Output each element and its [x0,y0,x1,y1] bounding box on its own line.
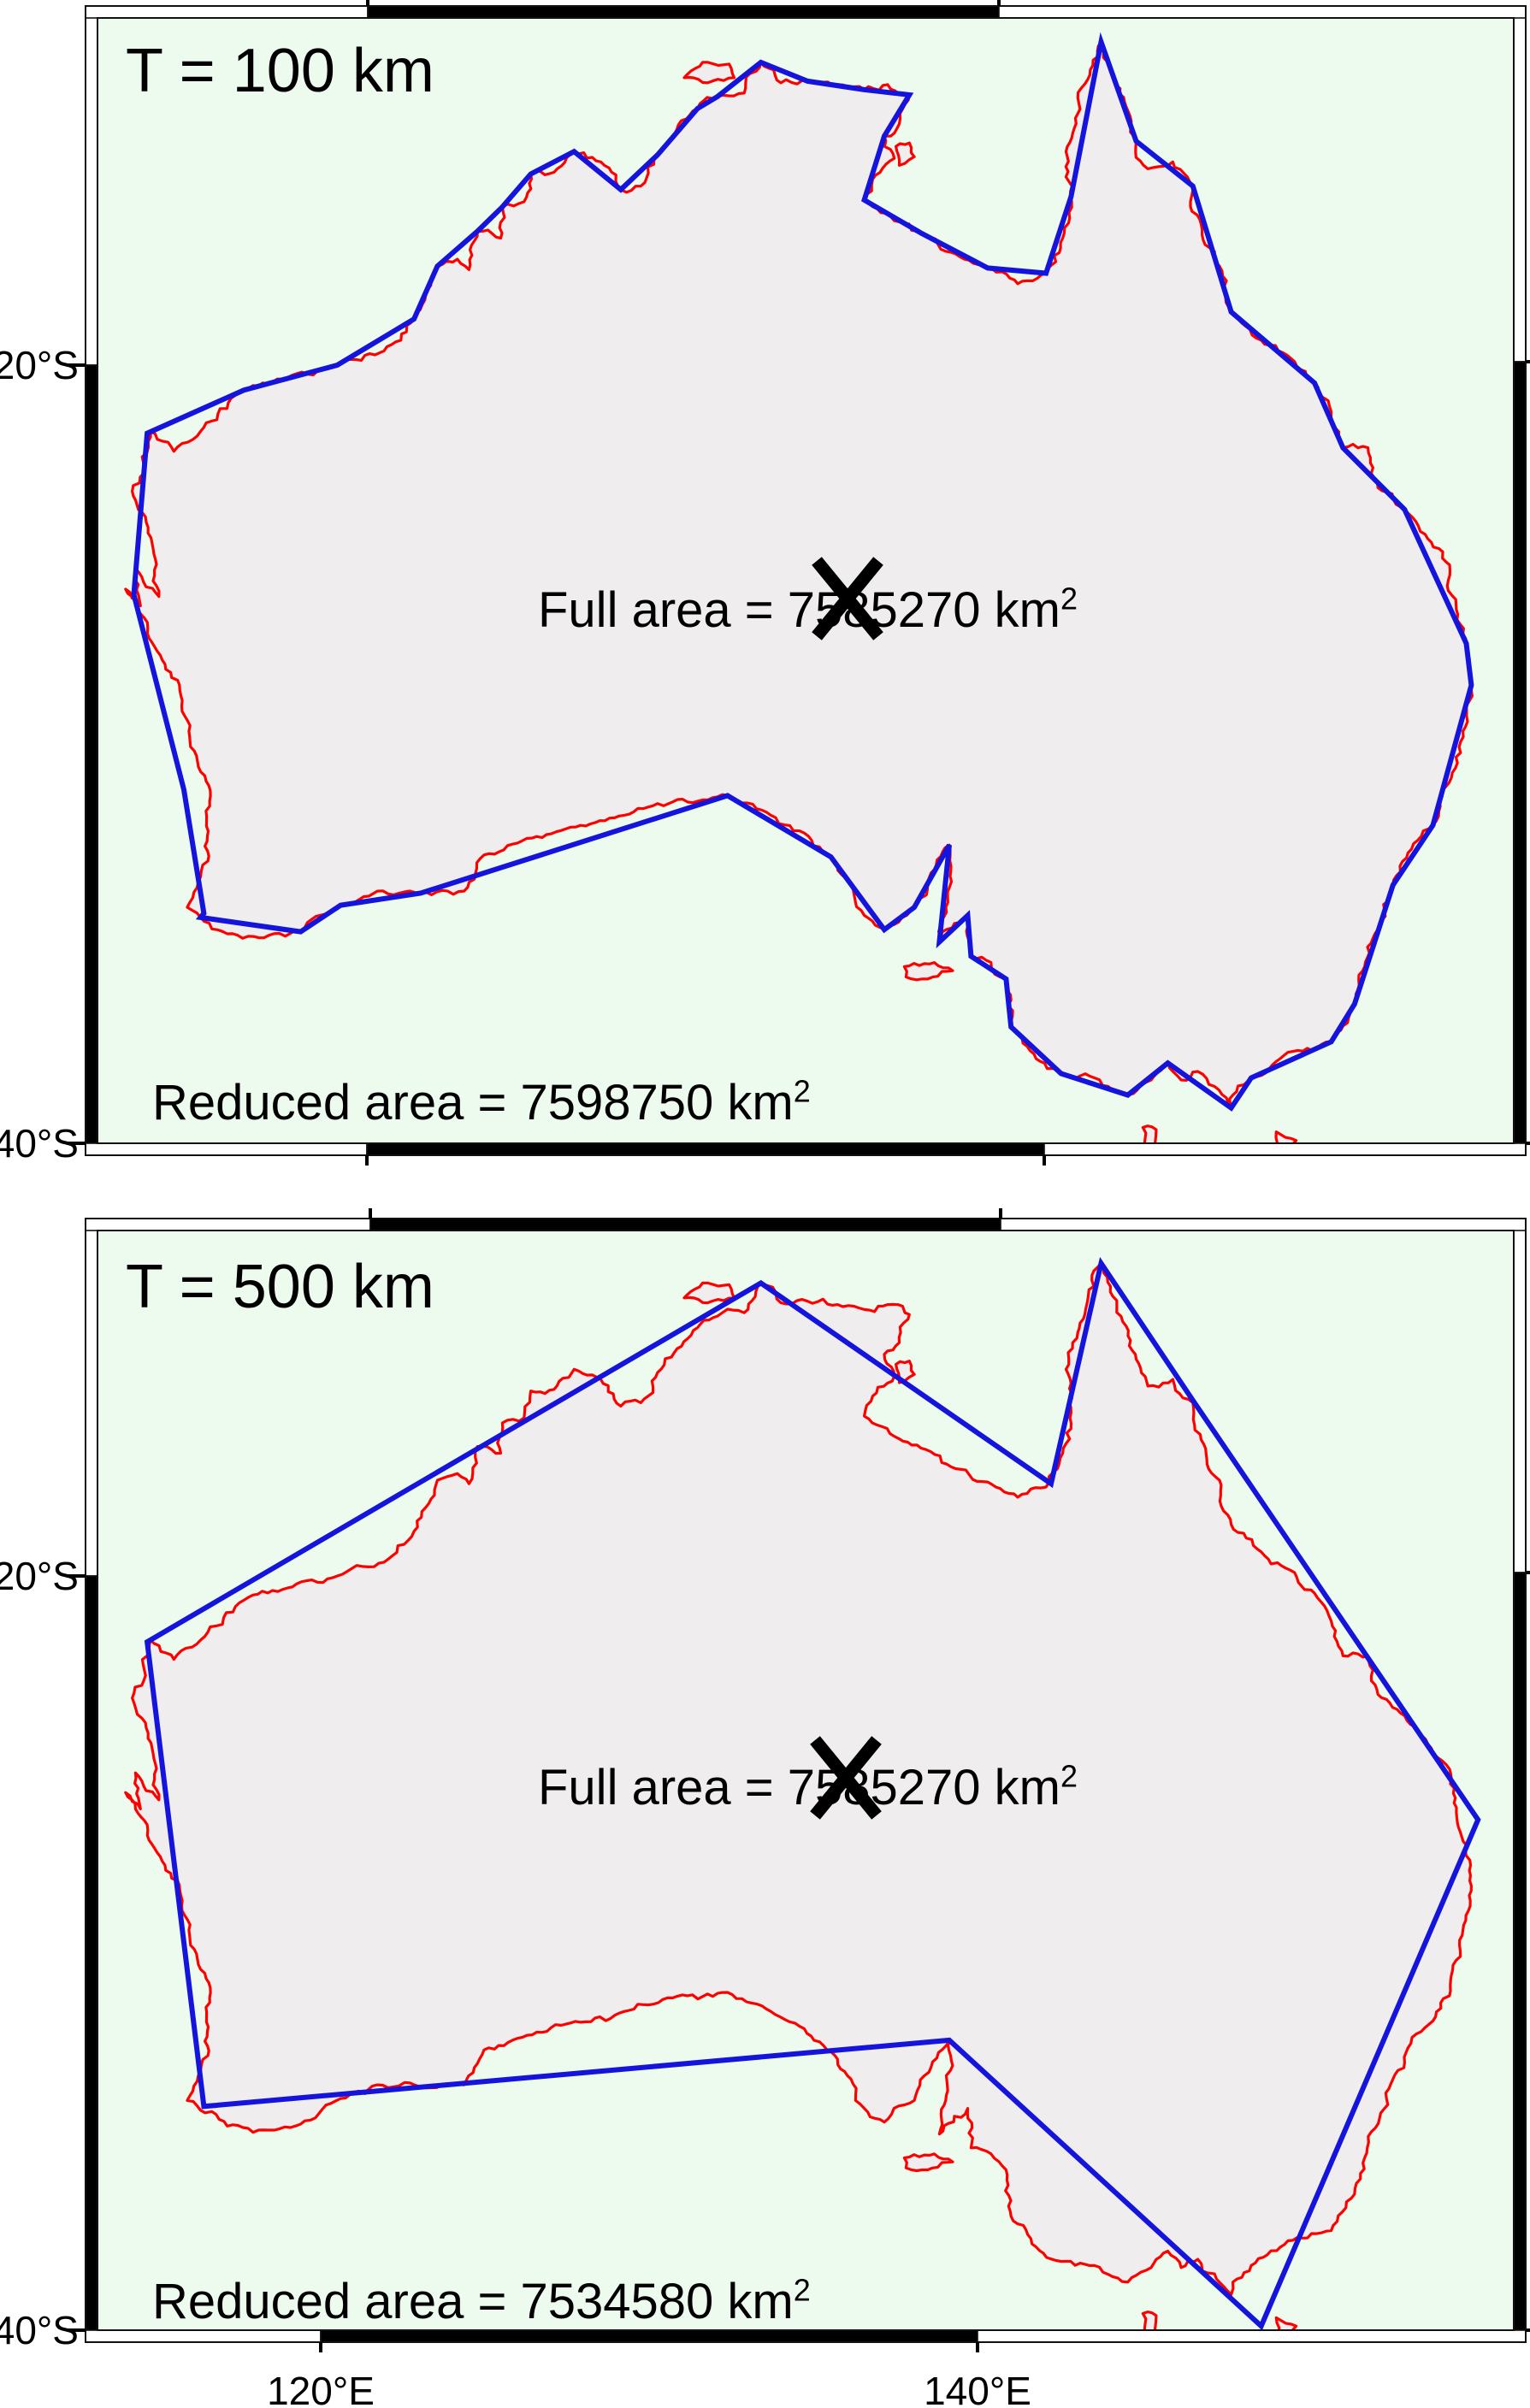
panel1-island-path [1274,1130,1298,1143]
panel1-full-area-label: Full area = 7585270 km2 [538,582,1078,638]
frame-band-bottom [1043,1142,1527,1156]
panel1-centroid-marker [812,557,883,640]
frame-band-left [85,1575,98,2343]
frame-band-right [1513,5,1527,363]
panel2-island-path [682,1281,736,1305]
frame-band-top [85,5,369,19]
panel2-lat-label-40s: 40°S [0,2307,79,2352]
panel1-map-area [97,18,1514,1143]
panel2-title: T = 500 km [126,1253,434,1321]
panel2-full-area-text: Full area = 7585270 km [538,1760,1060,1815]
panel2-map-frame [67,1208,1530,2352]
panel1-island-path [1141,1124,1158,1143]
panel1-reduced-area-superscript: 2 [793,1073,811,1109]
lon-label-140e: 140°E [924,2369,1031,2408]
panel2-reduced-area-superscript: 2 [793,2272,811,2308]
frame-band-left [85,5,98,366]
frame-band-top [367,5,1000,19]
panel1-title: T = 100 km [126,37,434,105]
panel2-coastline-path [124,1261,1473,2296]
panel2-reduced-area-label: Reduced area = 7534580 km2 [152,2272,811,2329]
frame-inner-rect [97,1230,1515,2331]
panel1-reduced-area-label: Reduced area = 7598750 km2 [152,1073,811,1130]
frame-outer-rect [85,5,1527,1156]
frame-band-top [369,1218,1001,1231]
panel1-full-area-text: Full area = 7585270 km [538,582,1060,638]
panel2-map-area [97,1231,1514,2330]
frame-band-bottom [366,1142,1045,1156]
panel2-centroid-marker [810,1736,882,1820]
frame-band-left [85,364,98,1156]
frame-band-top [998,5,1527,19]
panel1-lat-label-40s: 40°S [0,1120,79,1166]
frame-band-right [1513,361,1527,1156]
centroid-x-stroke-2 [810,1736,882,1820]
panel2-island-path [902,2152,954,2173]
frame-band-left [85,1218,98,1577]
frame-band-bottom [320,2329,978,2343]
centroid-x-stroke-2 [812,557,883,640]
panel1-island-path [682,61,736,85]
panel1-island-path [895,141,916,167]
panel2-full-area-label: Full area = 7585270 km2 [538,1758,1078,1815]
panel1-reduced-area-text: Reduced area = 7598750 km [152,1075,794,1130]
panel1-lat-label-20s: 20°S [0,342,79,387]
panel2-lat-label-20s: 20°S [0,1553,79,1598]
frame-band-bottom [85,2329,322,2343]
panel1-full-area-superscript: 2 [1060,581,1078,617]
frame-inner-rect [97,17,1515,1144]
frame-band-bottom [85,1142,368,1156]
frame-band-top [85,1218,371,1231]
panel2-reduced-area-text: Reduced area = 7534580 km [152,2274,794,2329]
frame-band-top [1000,1218,1527,1231]
panel1-map-frame [67,0,1530,1166]
panel1-reduced-polygon [131,32,1474,1112]
frame-band-right [1513,1218,1527,1573]
panel2-reduced-polygon [144,1256,1481,2330]
lon-label-120e: 120°E [267,2369,375,2408]
frame-band-right [1513,1572,1527,2343]
panel2-full-area-superscript: 2 [1060,1758,1078,1794]
frame-outer-rect [85,1218,1527,2343]
panel1-island-path [902,961,954,982]
frame-band-bottom [977,2329,1527,2343]
